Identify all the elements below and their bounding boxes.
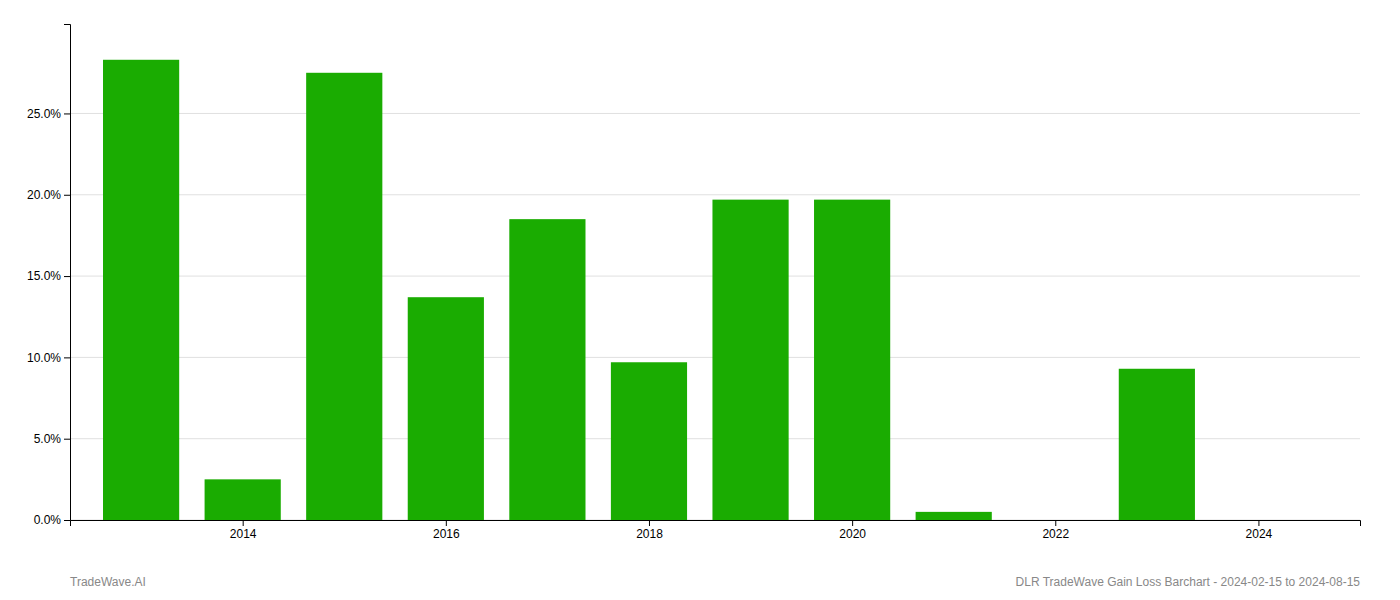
x-tick-mark xyxy=(1055,520,1056,526)
y-tick-label: 15.0% xyxy=(27,269,61,283)
x-tick-label: 2022 xyxy=(1042,527,1069,541)
y-tick-mark xyxy=(64,520,70,521)
x-tick: 2024 xyxy=(1246,520,1273,541)
y-axis: 0.0% 5.0% 10.0% 15.0% 20.0% 25.0% xyxy=(27,25,71,528)
x-tick-label: 2016 xyxy=(433,527,460,541)
y-tick-label: 20.0% xyxy=(27,188,61,202)
y-tick-mark xyxy=(64,357,70,358)
bar xyxy=(408,297,484,520)
grid-line xyxy=(70,113,1360,114)
y-tick-mark xyxy=(64,439,70,440)
x-tick-mark xyxy=(1258,520,1259,526)
y-tick-label: 25.0% xyxy=(27,107,61,121)
x-tick-label: 2024 xyxy=(1246,527,1273,541)
bar xyxy=(509,219,585,520)
bar xyxy=(205,479,281,520)
y-tick: 5.0% xyxy=(34,432,70,446)
y-axis-line xyxy=(64,25,71,521)
x-tick: 2020 xyxy=(839,520,866,541)
x-tick: 2018 xyxy=(636,520,663,541)
annotation: DLR TradeWave Gain Loss Barchart - 2024-… xyxy=(1016,575,1361,589)
x-tick-label: 2020 xyxy=(839,527,866,541)
plot-area xyxy=(103,60,1195,520)
bar xyxy=(611,362,687,520)
y-tick: 20.0% xyxy=(27,188,70,202)
bar xyxy=(712,200,788,520)
chart: 2014 2016 2018 2020 2022 2024 0.0% 5.0% 10.0% 15.… xyxy=(0,0,1400,600)
y-tick: 25.0% xyxy=(27,107,70,121)
y-tick: 15.0% xyxy=(27,269,70,283)
x-tick-mark xyxy=(243,520,244,526)
bar xyxy=(103,60,179,520)
bar xyxy=(1017,520,1093,521)
y-tick-mark xyxy=(64,195,70,196)
grid-line xyxy=(70,194,1360,195)
y-tick-label: 5.0% xyxy=(34,432,62,446)
y-tick-mark xyxy=(64,113,70,114)
x-tick: 2016 xyxy=(433,520,460,541)
x-tick-mark xyxy=(446,520,447,526)
x-tick: 2014 xyxy=(230,520,257,541)
y-tick: 10.0% xyxy=(27,351,70,365)
bar xyxy=(1119,369,1195,520)
bar xyxy=(916,512,992,520)
y-tick-label: 10.0% xyxy=(27,351,61,365)
bar xyxy=(306,73,382,520)
bar xyxy=(814,200,890,520)
grid xyxy=(70,113,1360,520)
x-axis-line xyxy=(71,521,1361,527)
x-tick-label: 2018 xyxy=(636,527,663,541)
y-tick-mark xyxy=(64,276,70,277)
x-tick-mark xyxy=(649,520,650,526)
x-tick-mark xyxy=(852,520,853,526)
x-axis: 2014 2016 2018 2020 2022 2024 xyxy=(71,520,1361,541)
annotation: TradeWave.AI xyxy=(70,575,146,589)
x-tick-label: 2014 xyxy=(230,527,257,541)
y-tick: 0.0% xyxy=(34,513,70,527)
y-tick-label: 0.0% xyxy=(34,513,62,527)
x-tick: 2022 xyxy=(1042,520,1069,541)
annotations: TradeWave.AI DLR TradeWave Gain Loss Barc… xyxy=(70,575,1360,589)
